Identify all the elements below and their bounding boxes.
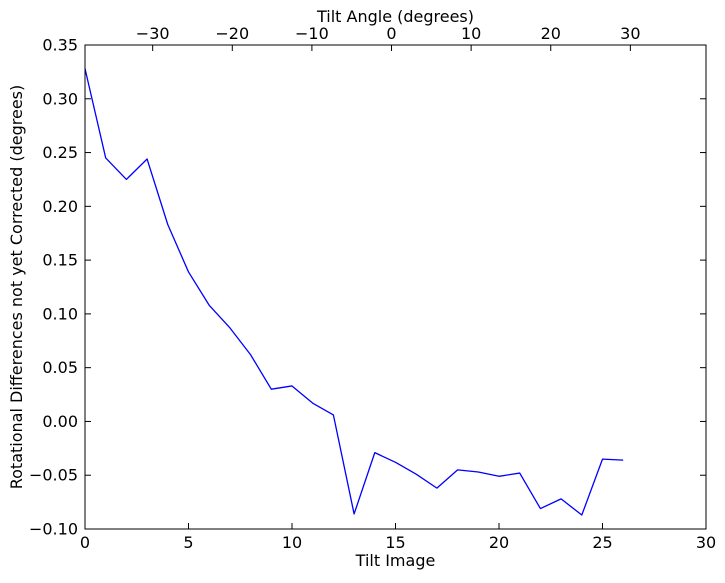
top-x-axis: −30 −20 −10 0 10 20 30 — [136, 24, 641, 51]
x-tick-label: 0 — [80, 533, 90, 552]
top-tick-label: 20 — [541, 24, 561, 43]
x-axis-label: Tilt Image — [355, 551, 436, 570]
top-tick-label: −30 — [136, 24, 170, 43]
top-tick-label: −20 — [215, 24, 249, 43]
x-tick-label: 30 — [696, 533, 716, 552]
y-tick-label: 0.35 — [42, 36, 78, 55]
y-tick-label: −0.05 — [29, 466, 78, 485]
y-tick-label: −0.10 — [29, 520, 78, 539]
top-tick-label: −10 — [295, 24, 329, 43]
y-tick-label: 0.25 — [42, 143, 78, 162]
top-tick-label: 0 — [386, 24, 396, 43]
x-tick-label: 10 — [282, 533, 302, 552]
x-tick-label: 20 — [489, 533, 509, 552]
y-tick-label: 0.00 — [42, 412, 78, 431]
x-tick-label: 15 — [385, 533, 405, 552]
plot-area — [84, 44, 707, 530]
y-tick-label: 0.15 — [42, 251, 78, 270]
plot-frame — [84, 44, 707, 530]
y-tick-label: 0.10 — [42, 304, 78, 323]
left-y-axis: −0.10 −0.05 0.00 0.05 0.10 0.15 0.20 0.25 0.30 0.… — [29, 36, 706, 539]
x-tick-label: 5 — [183, 533, 193, 552]
x-tick-label: 25 — [592, 533, 612, 552]
top-tick-label: 30 — [620, 24, 640, 43]
bottom-x-axis: 0 5 10 15 20 25 30 — [80, 523, 716, 552]
y-tick-label: 0.20 — [42, 197, 78, 216]
top-x-axis-label: Tilt Angle (degrees) — [316, 7, 474, 26]
top-tick-label: 10 — [461, 24, 481, 43]
y-tick-label: 0.30 — [42, 89, 78, 108]
data-line-series-0 — [84, 68, 624, 516]
y-axis-label: Rotational Differences not yet Corrected… — [7, 85, 26, 490]
y-tick-label: 0.05 — [42, 358, 78, 377]
